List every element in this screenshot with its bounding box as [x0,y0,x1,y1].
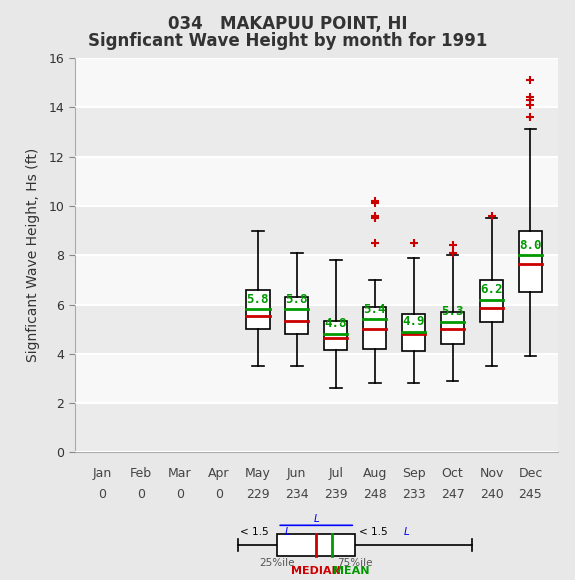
Bar [402,314,426,351]
Bar [75,157,558,206]
Text: MEDIAN: MEDIAN [292,566,341,576]
Text: 248: 248 [363,488,386,501]
Bar [75,107,558,157]
Text: MEAN: MEAN [333,566,370,576]
Text: Aug: Aug [362,467,387,480]
Text: 4.9: 4.9 [402,315,425,328]
Text: Signficant Wave Height by month for 1991: Signficant Wave Height by month for 1991 [88,32,487,50]
Bar [363,307,386,349]
Text: 240: 240 [480,488,503,501]
Text: Nov: Nov [480,467,504,480]
Bar [324,321,347,350]
Text: 034   MAKAPUU POINT, HI: 034 MAKAPUU POINT, HI [168,14,407,32]
Text: 0: 0 [215,488,223,501]
Text: 245: 245 [519,488,542,501]
Text: 233: 233 [402,488,426,501]
Text: Mar: Mar [168,467,191,480]
Text: 5.4: 5.4 [363,303,386,316]
Text: 234: 234 [285,488,309,501]
Bar [519,231,542,292]
Text: Oct: Oct [442,467,463,480]
Bar [75,354,558,403]
Bar [75,206,558,255]
Text: Sep: Sep [402,467,426,480]
Text: 0: 0 [176,488,184,501]
Text: 0: 0 [98,488,106,501]
Text: 0: 0 [137,488,145,501]
Text: 4.8: 4.8 [324,317,347,331]
Text: 5.3: 5.3 [442,305,464,318]
Text: L: L [285,527,291,537]
Text: 229: 229 [246,488,270,501]
Text: Jul: Jul [328,467,343,480]
Text: 6.2: 6.2 [480,283,503,296]
Text: Dec: Dec [518,467,543,480]
Text: 8.0: 8.0 [519,238,542,252]
Text: 5.8: 5.8 [247,293,269,306]
Text: May: May [245,467,271,480]
Text: 25%ile: 25%ile [259,559,295,568]
Bar [246,290,270,329]
Bar [75,304,558,354]
Text: < 1.5: < 1.5 [240,527,272,537]
Bar [480,280,503,322]
Text: 247: 247 [440,488,465,501]
Text: 5.8: 5.8 [286,293,308,306]
Text: Jan: Jan [93,467,112,480]
Bar [441,312,464,344]
Text: Jun: Jun [287,467,306,480]
Text: L: L [313,514,319,524]
Y-axis label: Signficant Wave Height, Hs (ft): Signficant Wave Height, Hs (ft) [26,148,40,362]
Text: Feb: Feb [130,467,152,480]
Text: 239: 239 [324,488,347,501]
Text: < 1.5: < 1.5 [359,527,391,537]
Text: L: L [404,527,409,537]
Bar [75,403,558,452]
Bar [277,534,355,556]
Text: 75%ile: 75%ile [338,559,373,568]
Bar [285,297,308,334]
Text: Apr: Apr [208,467,229,480]
Bar [75,255,558,304]
Bar [75,58,558,107]
